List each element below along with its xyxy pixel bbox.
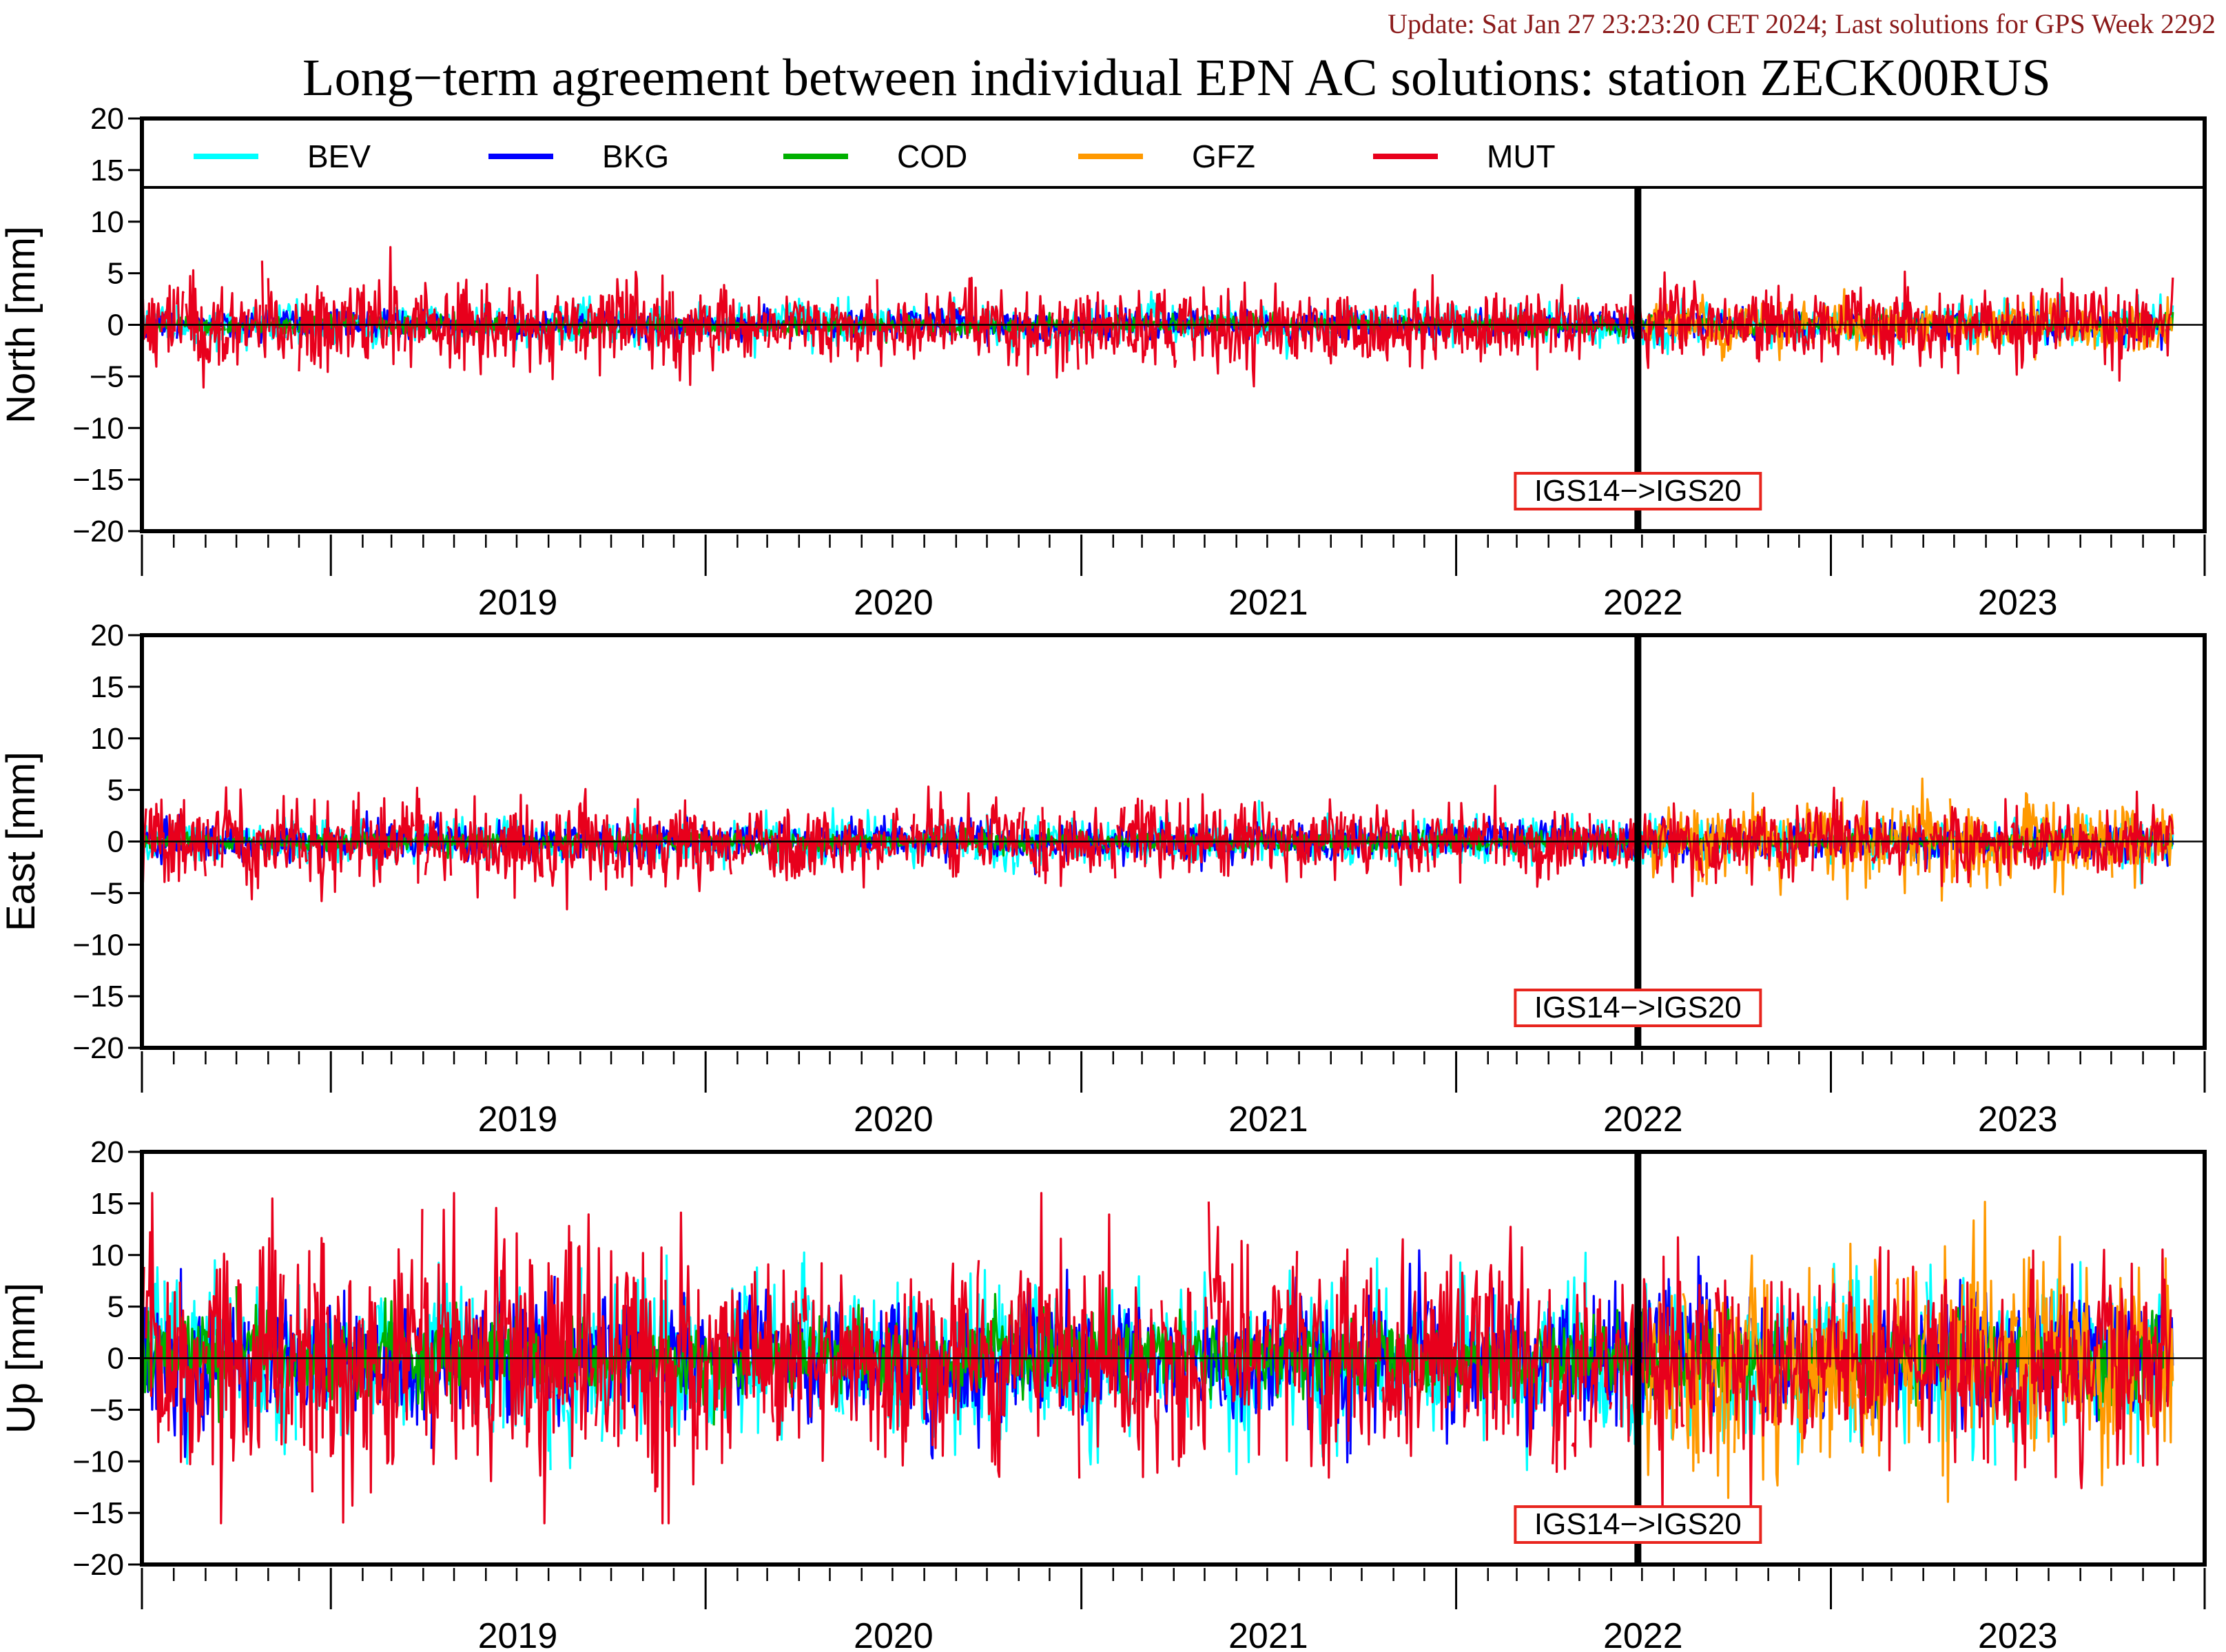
x-year-label: 2023 — [1978, 583, 2058, 623]
y-tick-label: 20 — [90, 102, 124, 136]
y-tick-label: −15 — [72, 463, 124, 497]
legend-background — [142, 118, 2205, 187]
y-tick-label: −5 — [90, 876, 124, 910]
y-tick-label: 0 — [107, 309, 124, 342]
y-tick-label: −20 — [72, 1548, 124, 1582]
y-tick-label: −15 — [72, 1496, 124, 1530]
y-tick-label: 5 — [107, 774, 124, 807]
y-tick-label: 15 — [90, 670, 124, 704]
reference-frame-label-box — [1514, 472, 1762, 510]
legend-label-mut: MUT — [1487, 138, 1556, 174]
plot-area — [142, 1193, 2205, 1523]
y-tick-label: 15 — [90, 154, 124, 187]
x-year-label: 2023 — [1978, 1616, 2058, 1652]
legend-label-bev: BEV — [307, 138, 371, 174]
x-year-label: 2022 — [1603, 1099, 1683, 1139]
y-tick-label: −10 — [72, 411, 124, 445]
x-year-label: 2019 — [478, 1099, 558, 1139]
x-year-label: 2021 — [1228, 1616, 1308, 1652]
x-year-label: 2020 — [854, 1099, 934, 1139]
legend-label-bkg: BKG — [602, 138, 669, 174]
legend-label-cod: COD — [897, 138, 967, 174]
y-tick-label: −5 — [90, 360, 124, 393]
reference-frame-label: IGS14−>IGS20 — [1534, 991, 1742, 1024]
x-year-label: 2019 — [478, 1616, 558, 1652]
x-year-label: 2022 — [1603, 1616, 1683, 1652]
y-tick-label: 0 — [107, 1342, 124, 1376]
y-tick-label: −5 — [90, 1393, 124, 1427]
y-tick-label: −20 — [72, 515, 124, 548]
y-tick-label: 20 — [90, 619, 124, 652]
legend: BEV BKG COD GFZ MUT — [142, 118, 2205, 189]
y-tick-label: 20 — [90, 1135, 124, 1169]
y-tick-label: 10 — [90, 205, 124, 239]
y-tick-label: 5 — [107, 257, 124, 291]
update-timestamp: Update: Sat Jan 27 23:23:20 CET 2024; La… — [1388, 8, 2216, 39]
y-tick-label: −15 — [72, 980, 124, 1013]
panel-north: BEV BKG COD GFZ MUT IGS14−>IGS20 20 15 10 5 0 −5 −10… — [0, 102, 2207, 623]
y-tick-label: 5 — [107, 1290, 124, 1324]
series-mut-line — [142, 246, 2174, 389]
y-tick-label: 15 — [90, 1187, 124, 1221]
y-tick-label: −10 — [72, 928, 124, 962]
plot-area — [142, 777, 2205, 911]
y-tick-label: −10 — [72, 1445, 124, 1478]
reference-frame-label: IGS14−>IGS20 — [1534, 474, 1742, 508]
y-tick-label: −20 — [72, 1031, 124, 1065]
reference-frame-label: IGS14−>IGS20 — [1534, 1507, 1742, 1541]
y-tick-label: 10 — [90, 1239, 124, 1272]
x-year-label: 2020 — [854, 583, 934, 623]
x-year-label: 2019 — [478, 583, 558, 623]
panel-up: IGS14−>IGS20 20 15 10 5 0 −5 −10 −15 −20 Up [mm] 20… — [0, 1135, 2207, 1652]
x-year-label: 2023 — [1978, 1099, 2058, 1139]
x-year-label: 2022 — [1603, 583, 1683, 623]
x-year-label: 2021 — [1228, 1099, 1308, 1139]
chart-title: Long−term agreement between individual E… — [302, 49, 2051, 107]
reference-frame-label-box — [1514, 989, 1762, 1027]
panels-group: BEV BKG COD GFZ MUT IGS14−>IGS20 20 15 10 5 0 −5 −10… — [0, 102, 2207, 1652]
x-year-label: 2020 — [854, 1616, 934, 1652]
y-axis-label: North [mm] — [0, 226, 43, 424]
legend-label-gfz: GFZ — [1192, 138, 1255, 174]
plot-area — [142, 246, 2205, 389]
y-axis-label: Up [mm] — [0, 1283, 43, 1434]
y-tick-label: 10 — [90, 722, 124, 756]
x-year-label: 2021 — [1228, 583, 1308, 623]
reference-frame-label-box — [1514, 1505, 1762, 1544]
panel-east: IGS14−>IGS20 20 15 10 5 0 −5 −10 −15 −20 East [mm]… — [0, 619, 2207, 1139]
y-axis-label: East [mm] — [0, 752, 43, 931]
y-tick-label: 0 — [107, 825, 124, 859]
